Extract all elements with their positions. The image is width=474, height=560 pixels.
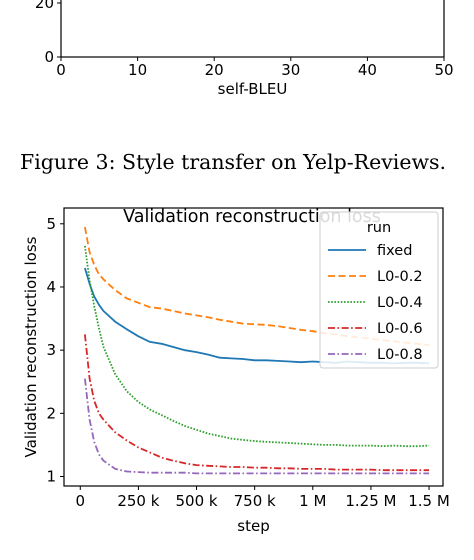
x-tick-label: 1.25 M [345, 492, 396, 510]
x-tick-label: 250 k [117, 492, 159, 510]
top-x-tick-label: 40 [358, 61, 377, 79]
bottom-chart-frame [63, 207, 444, 487]
legend-entry: fixed [328, 243, 412, 259]
legend-box [319, 211, 439, 369]
x-tick-label: 750 k [234, 492, 276, 510]
legend-label: L0-0.4 [377, 295, 423, 311]
legend-label: L0-0.2 [377, 269, 423, 285]
top-x-tick-label: 20 [205, 61, 224, 79]
y-tick-label: 2 [46, 404, 56, 422]
x-tick-label: 500 k [175, 492, 217, 510]
top-x-tick-label: 30 [281, 61, 300, 79]
legend-label: L0-0.6 [377, 321, 423, 337]
top-x-tick-label: 10 [128, 61, 147, 79]
legend-title: run [367, 220, 391, 236]
validation-loss-line-chart: Validation reconstruction loss 0 250 k 500… [22, 207, 450, 535]
chart-legend: run fixed L0-0.2 L0-0.4 L0-0.6 L0-0.8 [319, 211, 439, 369]
top-x-tick-label: 0 [56, 61, 66, 79]
x-tick-label: 1.5 M [408, 492, 450, 510]
top-y-tick-label: 20 [35, 0, 54, 12]
legend-label: L0-0.8 [377, 347, 423, 363]
chart-title: Validation reconstruction loss [123, 207, 381, 227]
y-tick-label: 3 [46, 341, 56, 359]
top-chart-x-axis-label: self-BLEU [218, 80, 288, 98]
x-tick-label: 0 [76, 492, 86, 510]
top-y-tick-label: 0 [44, 48, 54, 66]
figure-caption: Figure 3: Style transfer on Yelp-Reviews… [20, 150, 446, 174]
series-line-l0-0-6 [84, 334, 429, 472]
legend-entry: L0-0.2 [328, 269, 423, 285]
legend-entry: L0-0.8 [328, 347, 423, 363]
series-line-l0-0-8 [84, 378, 429, 475]
top-chart-frame [60, 0, 445, 58]
legend-label: fixed [377, 243, 412, 259]
self-bleu-scatter-chart: 0 10 20 30 40 50 0 20 self-BLEU [35, 0, 454, 98]
bottom-chart-y-axis-label: Validation reconstruction loss [22, 236, 40, 457]
y-tick-label: 5 [46, 215, 56, 233]
bottom-chart-x-axis-label: step [237, 517, 269, 535]
x-tick-label: 1 M [299, 492, 326, 510]
y-tick-label: 1 [46, 468, 56, 486]
legend-entry: L0-0.6 [328, 321, 423, 337]
legend-entry: L0-0.4 [328, 295, 423, 311]
top-x-tick-label: 50 [434, 61, 453, 79]
y-tick-label: 4 [46, 278, 56, 296]
